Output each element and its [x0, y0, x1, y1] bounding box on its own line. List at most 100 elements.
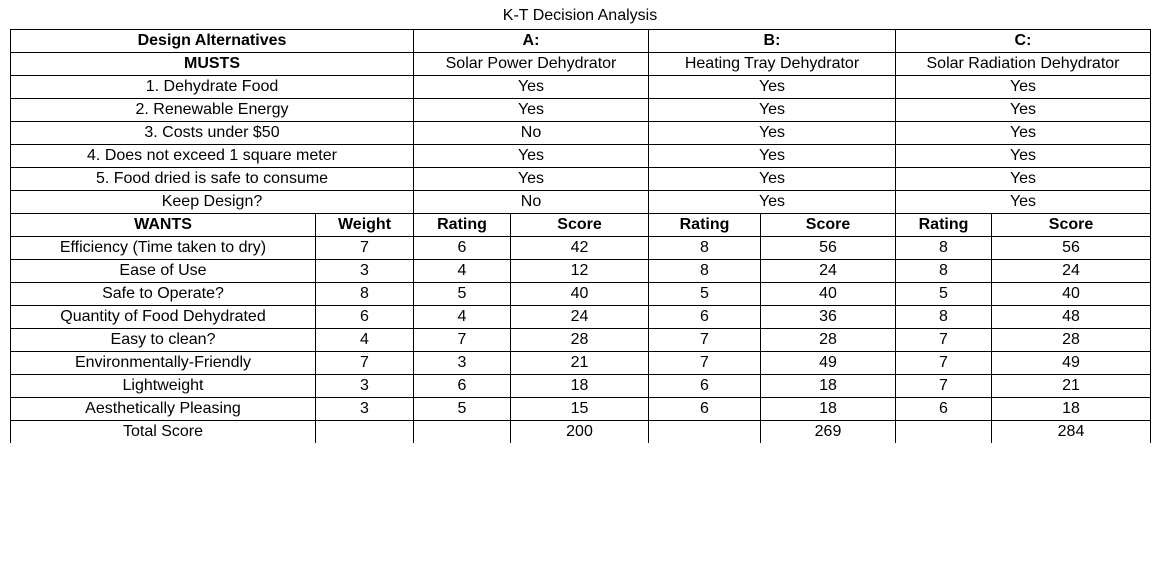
wants-row: Efficiency (Time taken to dry) 7 6 42 8 56 8 56	[10, 236, 1151, 260]
want-score-b: 49	[760, 351, 896, 375]
total-row: Total Score 200 269 284	[10, 420, 1151, 443]
alt-b-name: Heating Tray Dehydrator	[648, 52, 896, 76]
want-label: Safe to Operate?	[10, 282, 316, 306]
want-score-a: 21	[510, 351, 649, 375]
want-rating-b: 7	[648, 328, 761, 352]
want-rating-c: 7	[895, 351, 992, 375]
want-score-c: 49	[991, 351, 1151, 375]
want-score-c: 21	[991, 374, 1151, 398]
must-b-value: Yes	[648, 98, 896, 122]
want-rating-c: 8	[895, 259, 992, 283]
rating-header-b: Rating	[648, 213, 761, 237]
musts-row: Keep Design? No Yes Yes	[10, 190, 1151, 214]
want-label: Quantity of Food Dehydrated	[10, 305, 316, 329]
must-a-value: No	[413, 121, 649, 145]
musts-row: 2. Renewable Energy Yes Yes Yes	[10, 98, 1151, 122]
must-b-value: Yes	[648, 144, 896, 168]
musts-row: 3. Costs under $50 No Yes Yes	[10, 121, 1151, 145]
must-label: 5. Food dried is safe to consume	[10, 167, 414, 191]
want-rating-a: 6	[413, 236, 511, 260]
want-score-b: 18	[760, 397, 896, 421]
total-score-c: 284	[991, 420, 1151, 443]
want-score-b: 18	[760, 374, 896, 398]
alt-a-header: A:	[413, 29, 649, 53]
must-b-value: Yes	[648, 167, 896, 191]
want-score-c: 28	[991, 328, 1151, 352]
want-rating-b: 8	[648, 259, 761, 283]
want-rating-a: 4	[413, 259, 511, 283]
must-c-value: Yes	[895, 98, 1151, 122]
must-c-value: Yes	[895, 190, 1151, 214]
want-weight: 4	[315, 328, 414, 352]
want-rating-c: 5	[895, 282, 992, 306]
want-rating-a: 7	[413, 328, 511, 352]
want-label: Efficiency (Time taken to dry)	[10, 236, 316, 260]
rating-header-a: Rating	[413, 213, 511, 237]
want-score-b: 56	[760, 236, 896, 260]
want-rating-c: 6	[895, 397, 992, 421]
total-score-b: 269	[760, 420, 896, 443]
sheet-title: K-T Decision Analysis	[502, 7, 658, 24]
want-rating-a: 5	[413, 397, 511, 421]
want-rating-b: 5	[648, 282, 761, 306]
want-label: Easy to clean?	[10, 328, 316, 352]
want-score-a: 40	[510, 282, 649, 306]
want-score-a: 18	[510, 374, 649, 398]
want-rating-a: 4	[413, 305, 511, 329]
must-label: 4. Does not exceed 1 square meter	[10, 144, 414, 168]
want-label: Lightweight	[10, 374, 316, 398]
design-alternatives-header: Design Alternatives	[10, 29, 414, 53]
alt-b-header: B:	[648, 29, 896, 53]
want-score-a: 24	[510, 305, 649, 329]
want-rating-b: 8	[648, 236, 761, 260]
musts-row: 4. Does not exceed 1 square meter Yes Yes Y…	[10, 144, 1151, 168]
want-score-c: 56	[991, 236, 1151, 260]
want-rating-c: 7	[895, 374, 992, 398]
wants-row: Aesthetically Pleasing 3 5 15 6 18 6 18	[10, 397, 1151, 421]
total-weight-empty	[315, 420, 414, 443]
want-rating-b: 6	[648, 397, 761, 421]
want-score-b: 36	[760, 305, 896, 329]
must-label: 3. Costs under $50	[10, 121, 414, 145]
score-header-a: Score	[510, 213, 649, 237]
must-label: 1. Dehydrate Food	[10, 75, 414, 99]
wants-header: WANTS	[10, 213, 316, 237]
total-rating-empty-b	[648, 420, 761, 443]
must-a-value: No	[413, 190, 649, 214]
want-rating-c: 8	[895, 236, 992, 260]
want-rating-a: 6	[413, 374, 511, 398]
must-c-value: Yes	[895, 167, 1151, 191]
want-rating-c: 7	[895, 328, 992, 352]
want-rating-a: 5	[413, 282, 511, 306]
alt-c-header: C:	[895, 29, 1151, 53]
must-b-value: Yes	[648, 75, 896, 99]
alt-a-name: Solar Power Dehydrator	[413, 52, 649, 76]
total-label: Total Score	[10, 420, 316, 443]
want-rating-b: 7	[648, 351, 761, 375]
must-a-value: Yes	[413, 144, 649, 168]
wants-row: Ease of Use 3 4 12 8 24 8 24	[10, 259, 1151, 283]
must-c-value: Yes	[895, 75, 1151, 99]
wants-row: Quantity of Food Dehydrated 6 4 24 6 36 8 48	[10, 305, 1151, 329]
musts-row: 1. Dehydrate Food Yes Yes Yes	[10, 75, 1151, 99]
must-b-value: Yes	[648, 121, 896, 145]
want-rating-c: 8	[895, 305, 992, 329]
total-rating-empty-c	[895, 420, 992, 443]
want-label: Ease of Use	[10, 259, 316, 283]
want-score-c: 24	[991, 259, 1151, 283]
want-rating-b: 6	[648, 305, 761, 329]
musts-row: 5. Food dried is safe to consume Yes Yes Ye…	[10, 167, 1151, 191]
want-score-b: 40	[760, 282, 896, 306]
decision-table: Design Alternatives A: B: C: MUSTS Solar…	[10, 29, 1151, 443]
wants-row: Easy to clean? 4 7 28 7 28 7 28	[10, 328, 1151, 352]
total-score-a: 200	[510, 420, 649, 443]
musts-header-row: MUSTS Solar Power Dehydrator Heating Tra…	[10, 52, 1151, 76]
musts-header: MUSTS	[10, 52, 414, 76]
alt-c-name: Solar Radiation Dehydrator	[895, 52, 1151, 76]
want-weight: 3	[315, 397, 414, 421]
wants-row: Environmentally-Friendly 7 3 21 7 49 7 49	[10, 351, 1151, 375]
want-rating-a: 3	[413, 351, 511, 375]
must-c-value: Yes	[895, 144, 1151, 168]
want-score-b: 28	[760, 328, 896, 352]
